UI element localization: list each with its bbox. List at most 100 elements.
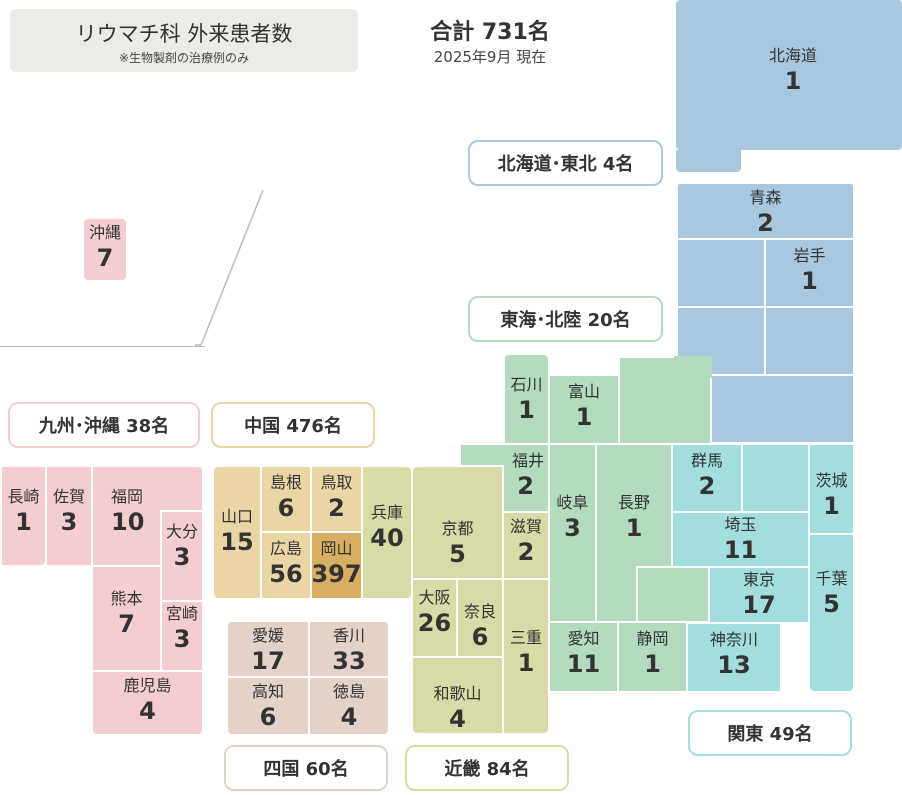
hiroshima-count: 56 — [269, 560, 303, 588]
tohoku-akita — [676, 238, 766, 308]
fukui-name: 福井 — [511, 451, 544, 470]
hokkaido-name: 北海道 — [768, 46, 817, 65]
prefecture-saga: 佐賀 3 — [45, 465, 93, 567]
okayama-name: 岡山 — [320, 539, 353, 558]
yamaguchi-count: 15 — [220, 528, 254, 556]
chart-note: ※生物製剤の治療例のみ — [118, 51, 250, 65]
prefecture-iwate: 岩手 1 — [764, 238, 855, 308]
tokushima-count: 4 — [340, 703, 358, 731]
okinawa-inset-baseline — [0, 346, 205, 347]
prefecture-kochi: 高知 6 — [226, 676, 310, 736]
prefecture-okinawa: 沖縄 7 — [82, 217, 128, 282]
kagawa-count: 33 — [332, 647, 366, 675]
prefecture-gunma: 群馬 2 — [671, 443, 743, 513]
shimane-count: 6 — [277, 494, 295, 522]
chiba-count: 5 — [823, 590, 840, 618]
tokushima-name: 徳島 — [332, 682, 365, 701]
prefecture-chiba: 千葉 5 — [808, 533, 855, 693]
kyoto-count: 5 — [449, 540, 466, 568]
okayama-count: 397 — [311, 560, 362, 588]
prefecture-aomori: 青森 2 — [676, 182, 855, 240]
nagasaki-name: 長崎 — [7, 487, 40, 506]
saga-count: 3 — [60, 508, 78, 536]
mie-name: 三重 — [509, 628, 542, 647]
gifu-name: 岐阜 — [556, 493, 589, 512]
iwate-count: 1 — [801, 267, 818, 295]
gunma-count: 2 — [698, 472, 716, 500]
region-label-kanto: 関東 49名 — [688, 710, 852, 756]
tokai-yamanashi — [636, 566, 710, 623]
nagano-name: 長野 — [617, 493, 650, 512]
tohoku-miyagi — [764, 306, 855, 376]
fukuoka-name: 福岡 — [111, 487, 144, 506]
prefecture-kagawa: 香川 33 — [308, 620, 390, 678]
prefecture-mie: 三重 1 — [502, 578, 550, 735]
fukui-count: 2 — [517, 472, 534, 500]
prefecture-hokkaido: 北海道 1 — [700, 40, 886, 110]
ibaraki-name: 茨城 — [815, 471, 848, 490]
tohoku-fukushima — [710, 374, 855, 444]
prefecture-kumamoto: 熊本 7 — [91, 565, 162, 672]
region-label-tokai-hokuriku: 東海･北陸 20名 — [468, 296, 663, 342]
prefecture-kagoshima: 鹿児島 4 — [91, 670, 204, 736]
prefecture-oita: 大分 3 — [160, 510, 204, 602]
miyazaki-name: 宮崎 — [165, 604, 198, 623]
kyoto-name: 京都 — [441, 519, 474, 538]
kagoshima-count: 4 — [139, 697, 156, 725]
prefecture-shimane: 島根 6 — [260, 465, 312, 533]
region-label-chugoku: 中国 476名 — [211, 402, 375, 448]
nara-count: 6 — [471, 623, 489, 651]
kochi-name: 高知 — [251, 682, 284, 701]
hokuriku-niigata-top — [674, 356, 712, 378]
hokkaido-notch — [676, 150, 741, 172]
prefecture-shizuoka: 静岡 1 — [617, 621, 688, 693]
gunma-name: 群馬 — [690, 451, 723, 470]
oita-name: 大分 — [165, 522, 198, 541]
chiba-name: 千葉 — [815, 569, 848, 588]
shiga-name: 滋賀 — [509, 517, 542, 536]
ibaraki-count: 1 — [823, 492, 840, 520]
prefecture-tokushima: 徳島 4 — [308, 676, 390, 736]
prefecture-ishikawa: 石川 1 — [503, 353, 550, 445]
nagasaki-count: 1 — [15, 508, 32, 536]
prefecture-shiga: 滋賀 2 — [502, 511, 550, 580]
kanagawa-count: 13 — [717, 651, 751, 679]
nagano-count: 1 — [625, 514, 643, 542]
prefecture-kyoto: 京都 5 — [411, 465, 504, 580]
kumamoto-count: 7 — [118, 610, 135, 638]
gifu-count: 3 — [564, 514, 581, 542]
yamaguchi-name: 山口 — [220, 507, 253, 526]
prefecture-osaka: 大阪 26 — [411, 578, 458, 658]
prefecture-tokyo: 東京 17 — [708, 566, 810, 624]
kochi-count: 6 — [259, 703, 277, 731]
ehime-name: 愛媛 — [251, 626, 284, 645]
okinawa-count: 7 — [96, 244, 114, 272]
ehime-count: 17 — [251, 647, 285, 675]
hokkaido-cutout — [741, 150, 902, 174]
hiroshima-name: 広島 — [269, 539, 302, 558]
prefecture-ehime: 愛媛 17 — [226, 620, 310, 678]
total-count: 合計 731名 — [430, 20, 550, 45]
aomori-count: 2 — [757, 209, 774, 237]
as-of-date: 2025年9月 現在 — [433, 48, 547, 66]
tottori-name: 鳥取 — [320, 473, 353, 492]
aichi-count: 11 — [566, 650, 601, 678]
kagoshima-name: 鹿児島 — [123, 676, 172, 695]
shimane-name: 島根 — [269, 473, 302, 492]
prefecture-yamaguchi: 山口 15 — [212, 465, 262, 600]
prefecture-miyazaki: 宮崎 3 — [160, 600, 204, 672]
region-label-shikoku: 四国 60名 — [224, 745, 388, 791]
region-label-hokkaido-tohoku: 北海道･東北 4名 — [468, 140, 663, 186]
hokkaido-count: 1 — [784, 67, 802, 95]
mie-count: 1 — [517, 649, 535, 677]
wakayama-count: 4 — [449, 705, 466, 733]
iwate-name: 岩手 — [793, 246, 826, 265]
kagawa-name: 香川 — [332, 626, 365, 645]
nara-name: 奈良 — [463, 602, 496, 621]
toyama-count: 1 — [575, 403, 593, 431]
region-label-kinki: 近畿 84名 — [405, 745, 569, 791]
shizuoka-name: 静岡 — [636, 629, 669, 648]
saga-name: 佐賀 — [52, 487, 85, 506]
saitama-name: 埼玉 — [724, 515, 757, 534]
prefecture-gifu: 岐阜 3 — [548, 443, 597, 623]
